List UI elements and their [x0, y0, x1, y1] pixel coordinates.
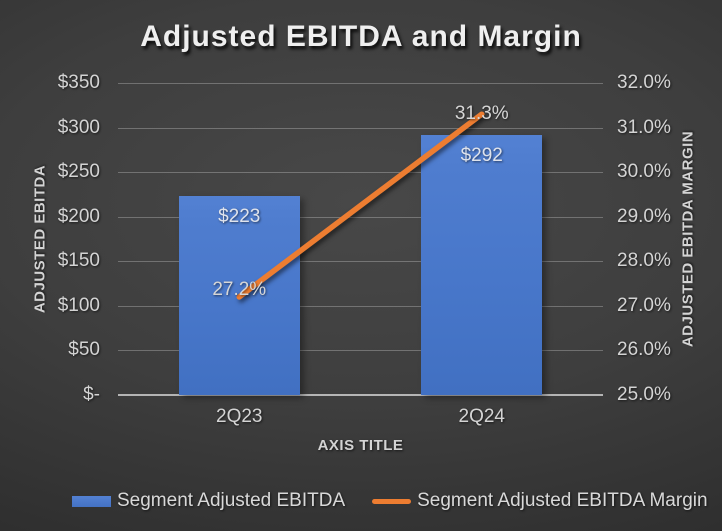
- left-axis-tick-label: $200: [57, 205, 100, 227]
- legend-entry-segment-adjusted-ebitda[interactable]: Segment Adjusted EBITDA: [72, 490, 345, 512]
- legend-entry-label: Segment Adjusted EBITDA: [117, 490, 346, 511]
- gridline: [118, 305, 603, 307]
- right-axis-tick-label: 29.0%: [617, 205, 671, 227]
- legend-line-swatch-icon: [372, 498, 412, 504]
- x-axis-line: [118, 394, 603, 396]
- left-axis-tick-label: $150: [57, 250, 100, 272]
- right-axis-tick-label: 25.0%: [617, 384, 671, 405]
- left-axis-tick-label: $-: [83, 384, 100, 405]
- line-data-label-2q24: 31.3%: [454, 103, 509, 125]
- legend: Segment Adjusted EBITDA Segment Adjusted…: [72, 490, 708, 512]
- left-axis-tick-label: $100: [57, 294, 100, 316]
- legend-entry-segment-adjusted-ebitda-margin[interactable]: Segment Adjusted EBITDA Margin: [372, 490, 708, 512]
- bar-2q24[interactable]: [421, 134, 543, 395]
- right-axis-tick-label: 26.0%: [617, 339, 671, 361]
- gridline: [118, 350, 603, 352]
- x-axis-tick-label-2q23: 2Q23: [216, 406, 263, 427]
- right-axis-tick-label: 31.0%: [617, 116, 671, 138]
- line-data-label-2q23: 27.2%: [212, 278, 267, 300]
- right-axis-tick-label: 28.0%: [617, 250, 671, 272]
- x-axis-tick-label-2q24: 2Q24: [458, 406, 505, 427]
- gridline: [118, 127, 603, 129]
- left-axis-title: ADJUSTED EBITDA: [31, 164, 49, 314]
- bar-data-label-2q23: $223: [218, 206, 261, 228]
- legend-bar-swatch-icon: [72, 495, 111, 507]
- bar-data-label-2q24: $292: [460, 144, 503, 166]
- chart-title: Adjusted EBITDA and Margin: [140, 20, 582, 53]
- legend-entry-label: Segment Adjusted EBITDA Margin: [417, 490, 708, 511]
- left-axis-tick-label: $300: [57, 116, 100, 138]
- gridline: [118, 83, 603, 84]
- right-axis-tick-label: 32.0%: [617, 72, 671, 93]
- x-axis-title: AXIS TITLE: [317, 437, 404, 454]
- left-axis-tick-label: $250: [57, 161, 100, 183]
- left-axis-tick-label: $50: [68, 339, 100, 361]
- right-axis-tick-label: 27.0%: [617, 294, 671, 316]
- left-axis-tick-label: $350: [57, 72, 100, 93]
- right-axis-tick-label: 30.0%: [617, 161, 671, 183]
